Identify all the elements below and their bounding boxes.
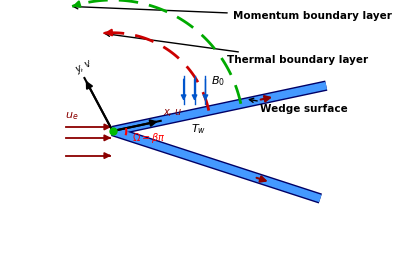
Text: $\Omega=\beta\pi$: $\Omega=\beta\pi$ [132,131,165,145]
Text: Momentum boundary layer: Momentum boundary layer [74,5,392,21]
Text: $u_e$: $u_e$ [65,110,78,122]
Text: x, u: x, u [164,107,182,117]
Text: $T_w$: $T_w$ [190,122,206,136]
Text: y, v: y, v [73,58,93,75]
Text: Thermal boundary layer: Thermal boundary layer [106,32,368,65]
Text: Wedge surface: Wedge surface [249,98,348,114]
Text: $B_0$: $B_0$ [211,74,225,88]
